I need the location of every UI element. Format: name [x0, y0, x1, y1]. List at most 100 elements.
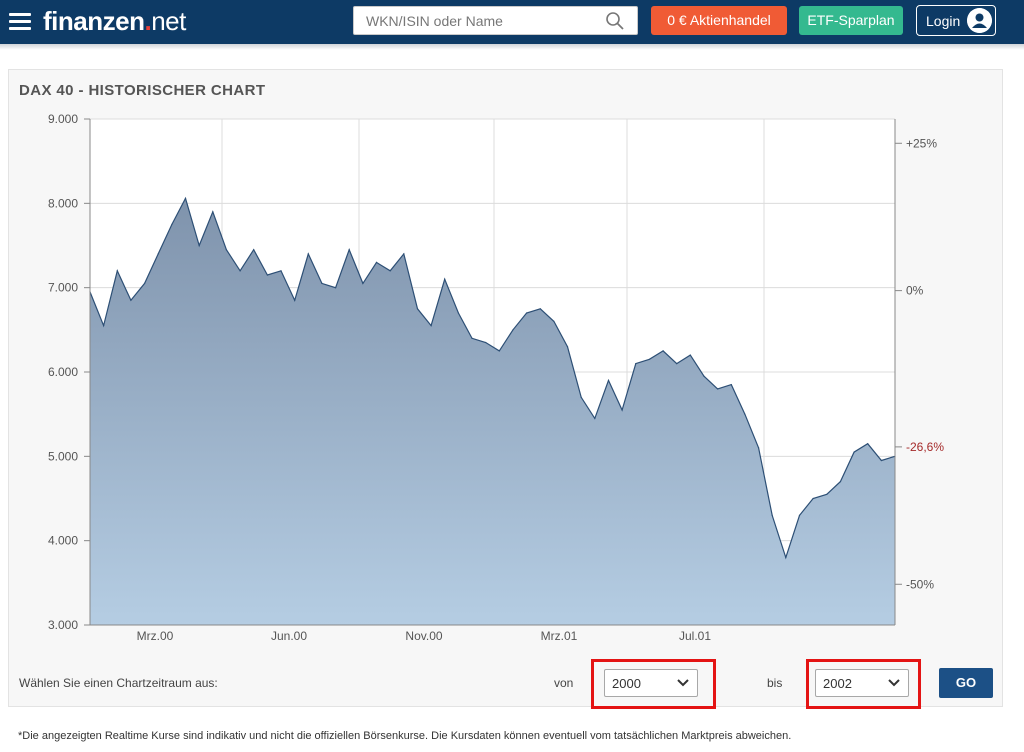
y-tick-label: 5.000 [48, 449, 78, 463]
data-point [116, 270, 118, 272]
data-point [717, 388, 719, 390]
logo-dot: . [144, 6, 152, 36]
chevron-down-icon [888, 679, 900, 687]
data-point [566, 346, 569, 348]
data-point [853, 451, 855, 453]
right-tick-label: 0% [906, 284, 924, 298]
data-point [294, 299, 296, 301]
data-point [171, 223, 173, 225]
data-point [335, 287, 337, 289]
data-point [416, 308, 419, 310]
right-tick-label: +25% [906, 136, 937, 150]
data-point [280, 270, 282, 272]
data-point [212, 211, 214, 213]
y-tick-label: 4.000 [48, 534, 78, 548]
logo-text-finanzen: finanzen [43, 6, 145, 36]
hamburger-menu-icon[interactable] [9, 12, 31, 30]
chart-period-prompt: Wählen Sie einen Chartzeitraum aus: [19, 676, 218, 690]
data-point [362, 282, 364, 284]
data-point [526, 312, 528, 314]
y-tick-label: 3.000 [48, 618, 78, 632]
y-tick-label: 8.000 [48, 196, 78, 210]
data-point [580, 396, 582, 398]
data-point [730, 384, 732, 386]
dax-area-fill [90, 198, 895, 626]
search-box [353, 6, 638, 35]
y-tick-label: 7.000 [48, 281, 78, 295]
data-point [375, 261, 378, 263]
x-tick-label: Mrz.01 [541, 629, 578, 643]
x-tick-label: Mrz.00 [137, 629, 174, 643]
highlight-box-von [591, 659, 716, 709]
data-point [512, 329, 514, 331]
data-point [266, 274, 268, 276]
data-point [744, 413, 746, 415]
data-point [253, 249, 255, 251]
header-shadow [0, 44, 1024, 50]
data-point [812, 497, 814, 500]
y-tick-label: 6.000 [48, 365, 78, 379]
user-avatar-icon [967, 8, 992, 33]
x-tick-label: Jun.00 [271, 629, 307, 643]
data-point [621, 409, 623, 411]
data-point [880, 459, 883, 462]
data-point [607, 379, 610, 381]
data-point [826, 493, 828, 495]
data-point [184, 197, 187, 199]
data-point [389, 270, 391, 272]
finanzen-net-logo[interactable]: finanzen.net [43, 6, 186, 37]
data-point [648, 358, 651, 360]
data-point [457, 312, 459, 314]
aktienhandel-button[interactable]: 0 € Aktienhandel [651, 6, 787, 35]
data-point [307, 253, 309, 255]
data-point [348, 249, 350, 251]
data-point [198, 244, 200, 247]
data-point [758, 447, 760, 449]
data-point [594, 417, 596, 419]
data-point [771, 514, 773, 516]
etf-sparplan-button[interactable]: ETF-Sparplan [799, 6, 903, 35]
bis-year-select[interactable]: 2002 [815, 669, 909, 697]
data-point [498, 350, 500, 352]
data-point [867, 443, 869, 445]
x-tick-label: Nov.00 [405, 629, 442, 643]
x-tick-label: Jul.01 [679, 629, 711, 643]
von-year-select[interactable]: 2000 [604, 669, 698, 697]
logo-text-net: net [151, 6, 186, 36]
historical-chart-card: DAX 40 - HISTORISCHER CHART 9.000 8.000 7.… [8, 69, 1003, 709]
go-button[interactable]: GO [939, 668, 993, 698]
von-label: von [554, 676, 574, 690]
data-point [676, 363, 678, 365]
data-point [239, 270, 241, 272]
data-point [635, 363, 637, 365]
data-point [689, 354, 691, 356]
chevron-down-icon [677, 679, 689, 687]
data-point [225, 249, 227, 251]
highlight-box-bis [806, 659, 921, 709]
search-input[interactable] [354, 7, 599, 34]
bis-label: bis [767, 676, 783, 690]
data-point [157, 253, 159, 255]
search-icon[interactable] [605, 11, 625, 31]
data-point [403, 253, 405, 255]
login-button[interactable]: Login [916, 5, 996, 36]
data-point [471, 337, 473, 339]
data-point [130, 299, 132, 301]
data-point [785, 556, 787, 559]
disclaimer-text: *Die angezeigten Realtime Kurse sind ind… [18, 730, 792, 742]
data-point [662, 350, 664, 352]
data-point [321, 282, 323, 284]
data-point [539, 308, 541, 310]
login-label: Login [926, 13, 961, 29]
data-point [703, 375, 705, 377]
right-tick-label: -50% [906, 577, 934, 591]
von-year-value: 2000 [612, 676, 641, 691]
data-point [839, 481, 842, 483]
data-point [485, 341, 487, 344]
data-point [798, 514, 801, 516]
data-point [553, 320, 555, 322]
chart-title: DAX 40 - HISTORISCHER CHART [19, 82, 266, 99]
data-point [444, 278, 446, 280]
data-point [144, 282, 146, 284]
dax-area-chart: 9.000 8.000 7.000 6.000 5.000 4.000 3.000 Mrz.0… [48, 112, 944, 643]
